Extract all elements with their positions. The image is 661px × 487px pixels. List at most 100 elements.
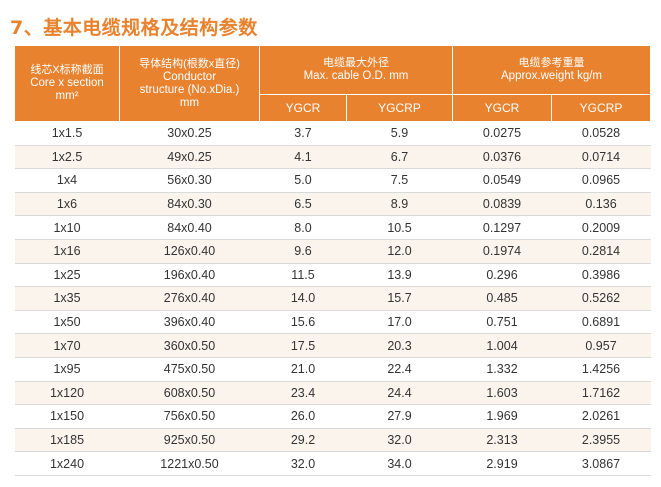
cell-conductor: 360x0.50 — [119, 333, 260, 358]
header-weight: 电缆参考重量 Approx.weight kg/m — [452, 45, 651, 95]
cell-od-ygcrp: 5.9 — [346, 121, 453, 146]
cell-core-section: 1x2.5 — [14, 145, 120, 170]
cell-od-ygcrp: 12.0 — [346, 239, 453, 264]
cell-weight-ygcr: 0.0376 — [452, 145, 552, 170]
header-wt-en: Approx.weight kg/m — [501, 70, 602, 82]
table-header: 线芯X标称截面 Core x section mm² 导体结构(根数x直径) C… — [14, 45, 651, 122]
cell-weight-ygcrp: 0.6891 — [551, 310, 651, 335]
cell-od-ygcr: 26.0 — [259, 404, 347, 429]
cell-core-section: 1x6 — [14, 192, 120, 217]
cell-weight-ygcr: 2.313 — [452, 428, 552, 453]
cell-core-section: 1x50 — [14, 310, 120, 335]
cell-od-ygcr: 8.0 — [259, 215, 347, 240]
cell-weight-ygcr: 0.296 — [452, 263, 552, 288]
table-row: 1x185 925x0.50 29.2 32.0 2.313 2.3955 — [14, 428, 651, 453]
cell-core-section: 1x185 — [14, 428, 120, 453]
cell-weight-ygcrp: 0.2009 — [551, 215, 651, 240]
header-core-cn: 线芯X标称截面 — [30, 64, 104, 76]
header-core-section: 线芯X标称截面 Core x section mm² — [14, 45, 120, 122]
cell-weight-ygcrp: 0.136 — [551, 192, 651, 217]
cell-core-section: 1x240 — [14, 451, 120, 476]
cell-od-ygcr: 15.6 — [259, 310, 347, 335]
cell-conductor: 475x0.50 — [119, 357, 260, 382]
table-row: 1x2.5 49x0.25 4.1 6.7 0.0376 0.0714 — [14, 145, 651, 170]
cell-weight-ygcr: 2.919 — [452, 451, 552, 476]
table-row: 1x240 1221x0.50 32.0 34.0 2.919 3.0867 — [14, 451, 651, 476]
cell-core-section: 1x16 — [14, 239, 120, 264]
cell-weight-ygcrp: 1.7162 — [551, 381, 651, 406]
cell-od-ygcr: 5.0 — [259, 168, 347, 193]
header-cond-en1: Conductor — [162, 70, 217, 83]
cell-weight-ygcr: 0.1974 — [452, 239, 552, 264]
cell-od-ygcr: 6.5 — [259, 192, 347, 217]
cell-od-ygcrp: 22.4 — [346, 357, 453, 382]
table-row: 1x70 360x0.50 17.5 20.3 1.004 0.957 — [14, 333, 651, 358]
spec-table: 线芯X标称截面 Core x section mm² 导体结构(根数x直径) C… — [14, 45, 651, 476]
header-cond-unit: mm — [179, 96, 200, 109]
table-row: 1x35 276x0.40 14.0 15.7 0.485 0.5262 — [14, 286, 651, 311]
cell-od-ygcrp: 6.7 — [346, 145, 453, 170]
cell-weight-ygcrp: 0.0528 — [551, 121, 651, 146]
cell-weight-ygcr: 0.0275 — [452, 121, 552, 146]
header-conductor: 导体结构(根数x直径) Conductor structure (No.xDia… — [119, 45, 260, 122]
cell-weight-ygcr: 0.1297 — [452, 215, 552, 240]
cell-conductor: 49x0.25 — [119, 145, 260, 170]
cell-weight-ygcrp: 0.0714 — [551, 145, 651, 170]
cell-core-section: 1x120 — [14, 381, 120, 406]
cell-weight-ygcr: 0.0839 — [452, 192, 552, 217]
cell-od-ygcrp: 17.0 — [346, 310, 453, 335]
cell-od-ygcr: 14.0 — [259, 286, 347, 311]
table-row: 1x25 196x0.40 11.5 13.9 0.296 0.3986 — [14, 263, 651, 288]
header-wt-cn: 电缆参考重量 — [518, 57, 585, 69]
cell-conductor: 276x0.40 — [119, 286, 260, 311]
subheader-wt-ygcrp: YGCRP — [551, 94, 651, 122]
cell-conductor: 84x0.30 — [119, 192, 260, 217]
cell-od-ygcrp: 8.9 — [346, 192, 453, 217]
cell-core-section: 1x4 — [14, 168, 120, 193]
cell-od-ygcrp: 32.0 — [346, 428, 453, 453]
table-row: 1x1.5 30x0.25 3.7 5.9 0.0275 0.0528 — [14, 121, 651, 146]
cell-core-section: 1x70 — [14, 333, 120, 358]
table-row: 1x16 126x0.40 9.6 12.0 0.1974 0.2814 — [14, 239, 651, 264]
cell-weight-ygcrp: 1.4256 — [551, 357, 651, 382]
header-cond-en2: structure (No.xDia.) — [139, 83, 240, 96]
cell-weight-ygcrp: 0.0965 — [551, 168, 651, 193]
cell-od-ygcr: 17.5 — [259, 333, 347, 358]
page-title: 7、基本电缆规格及结构参数 — [10, 17, 258, 39]
cell-od-ygcrp: 15.7 — [346, 286, 453, 311]
table-body: 1x1.5 30x0.25 3.7 5.9 0.0275 0.0528 1x2.5 49x0.… — [14, 121, 651, 476]
cell-core-section: 1x95 — [14, 357, 120, 382]
cell-od-ygcr: 4.1 — [259, 145, 347, 170]
cell-weight-ygcrp: 0.2814 — [551, 239, 651, 264]
cell-od-ygcr: 29.2 — [259, 428, 347, 453]
cell-od-ygcrp: 24.4 — [346, 381, 453, 406]
subheader-od-ygcr: YGCR — [259, 94, 347, 122]
cell-conductor: 56x0.30 — [119, 168, 260, 193]
cell-od-ygcrp: 20.3 — [346, 333, 453, 358]
cell-conductor: 608x0.50 — [119, 381, 260, 406]
cell-weight-ygcrp: 2.0261 — [551, 404, 651, 429]
cell-conductor: 30x0.25 — [119, 121, 260, 146]
header-cond-cn: 导体结构(根数x直径) — [139, 57, 240, 70]
cell-core-section: 1x1.5 — [14, 121, 120, 146]
cell-conductor: 925x0.50 — [119, 428, 260, 453]
table-row: 1x10 84x0.40 8.0 10.5 0.1297 0.2009 — [14, 215, 651, 240]
cell-weight-ygcr: 0.485 — [452, 286, 552, 311]
header-od-cn: 电缆最大外径 — [323, 57, 389, 69]
cell-weight-ygcr: 0.751 — [452, 310, 552, 335]
cell-conductor: 84x0.40 — [119, 215, 260, 240]
cell-weight-ygcrp: 2.3955 — [551, 428, 651, 453]
header-od-en: Max. cable O.D. mm — [303, 70, 409, 82]
subheader-wt-ygcr: YGCR — [452, 94, 552, 122]
cell-od-ygcrp: 13.9 — [346, 263, 453, 288]
cell-od-ygcr: 3.7 — [259, 121, 347, 146]
cell-weight-ygcr: 1.603 — [452, 381, 552, 406]
cell-weight-ygcrp: 0.3986 — [551, 263, 651, 288]
cell-conductor: 1221x0.50 — [119, 451, 260, 476]
cell-conductor: 196x0.40 — [119, 263, 260, 288]
cell-weight-ygcrp: 0.957 — [551, 333, 651, 358]
table-row: 1x150 756x0.50 26.0 27.9 1.969 2.0261 — [14, 404, 651, 429]
cell-od-ygcr: 11.5 — [259, 263, 347, 288]
cell-core-section: 1x150 — [14, 404, 120, 429]
cell-od-ygcr: 23.4 — [259, 381, 347, 406]
